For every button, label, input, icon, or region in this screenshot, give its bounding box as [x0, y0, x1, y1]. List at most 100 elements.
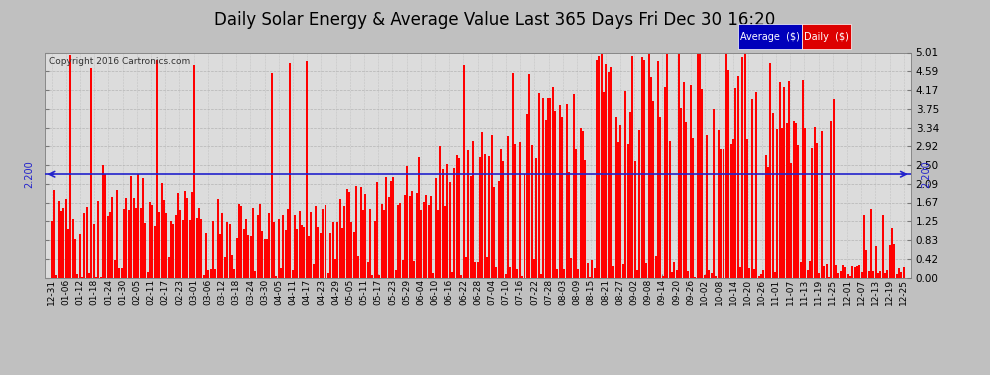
Bar — [495, 267, 497, 278]
Bar — [687, 271, 689, 278]
Bar — [889, 245, 891, 278]
Bar — [685, 122, 687, 278]
Bar — [529, 74, 531, 278]
Bar — [196, 218, 198, 278]
Bar — [629, 112, 631, 278]
Bar — [657, 61, 659, 278]
Bar — [819, 273, 821, 278]
Bar — [366, 262, 368, 278]
Bar — [430, 196, 432, 278]
Bar — [875, 246, 877, 278]
Bar — [853, 267, 855, 278]
Bar — [540, 274, 542, 278]
Bar — [76, 274, 78, 278]
Bar — [666, 54, 668, 278]
Bar — [774, 272, 776, 278]
Bar — [554, 111, 556, 278]
Bar — [435, 178, 437, 278]
Bar — [793, 121, 795, 278]
Bar — [123, 209, 125, 278]
Bar — [598, 56, 600, 278]
Bar — [191, 192, 193, 278]
Bar — [425, 195, 427, 278]
Bar — [313, 264, 315, 278]
Bar — [322, 209, 324, 278]
Bar — [538, 93, 540, 278]
Bar — [790, 163, 792, 278]
Bar — [699, 53, 701, 278]
Bar — [572, 94, 574, 278]
Bar — [409, 196, 411, 278]
Bar — [546, 98, 548, 278]
Bar — [217, 200, 219, 278]
Bar — [802, 80, 804, 278]
Bar — [865, 251, 867, 278]
Bar — [533, 259, 535, 278]
Bar — [613, 266, 615, 278]
Bar — [680, 108, 682, 278]
Bar — [779, 82, 781, 278]
Bar — [846, 274, 848, 278]
Bar — [570, 258, 572, 278]
Bar — [121, 268, 123, 278]
Bar — [142, 178, 144, 278]
Bar — [376, 182, 378, 278]
Bar — [200, 219, 202, 278]
Bar — [86, 207, 88, 278]
Bar — [69, 56, 71, 278]
Bar — [254, 271, 256, 278]
Bar — [62, 208, 64, 278]
Bar — [241, 206, 243, 278]
Bar — [428, 205, 430, 278]
Bar — [172, 224, 174, 278]
Bar — [219, 234, 221, 278]
Bar — [182, 220, 184, 278]
Bar — [615, 117, 617, 278]
Bar — [645, 263, 647, 278]
Bar — [245, 219, 247, 278]
Bar — [849, 276, 851, 278]
Bar — [402, 261, 404, 278]
Bar — [608, 72, 610, 278]
Bar — [661, 276, 663, 278]
Bar — [636, 270, 638, 278]
Bar — [273, 222, 275, 278]
Bar — [308, 236, 310, 278]
Bar — [88, 273, 90, 278]
Bar — [764, 155, 766, 278]
Bar — [507, 136, 509, 278]
Bar — [104, 174, 106, 278]
Bar — [668, 141, 670, 278]
Bar — [140, 208, 142, 278]
Bar — [823, 266, 826, 278]
Bar — [148, 202, 150, 278]
Bar — [858, 266, 860, 278]
Bar — [769, 63, 771, 278]
Bar — [500, 149, 502, 278]
Bar — [224, 257, 226, 278]
Bar — [292, 270, 294, 278]
Bar — [622, 264, 624, 278]
Bar — [563, 269, 565, 278]
Bar — [503, 160, 505, 278]
Bar — [524, 174, 526, 278]
Bar — [521, 276, 523, 278]
Text: Average  ($): Average ($) — [741, 32, 800, 42]
Bar — [842, 265, 843, 278]
Bar — [856, 266, 858, 278]
Bar — [109, 212, 111, 278]
Bar — [203, 275, 205, 278]
Bar — [226, 222, 228, 278]
Bar — [730, 144, 732, 278]
Bar — [659, 117, 661, 278]
Bar — [484, 154, 486, 278]
Bar — [294, 215, 296, 278]
Bar — [750, 99, 752, 278]
Bar — [531, 145, 533, 278]
Bar — [594, 268, 596, 278]
Bar — [867, 271, 869, 278]
Text: Copyright 2016 Cartronics.com: Copyright 2016 Cartronics.com — [49, 57, 190, 66]
Bar — [90, 68, 92, 278]
Bar — [610, 66, 612, 278]
Bar — [671, 272, 673, 278]
